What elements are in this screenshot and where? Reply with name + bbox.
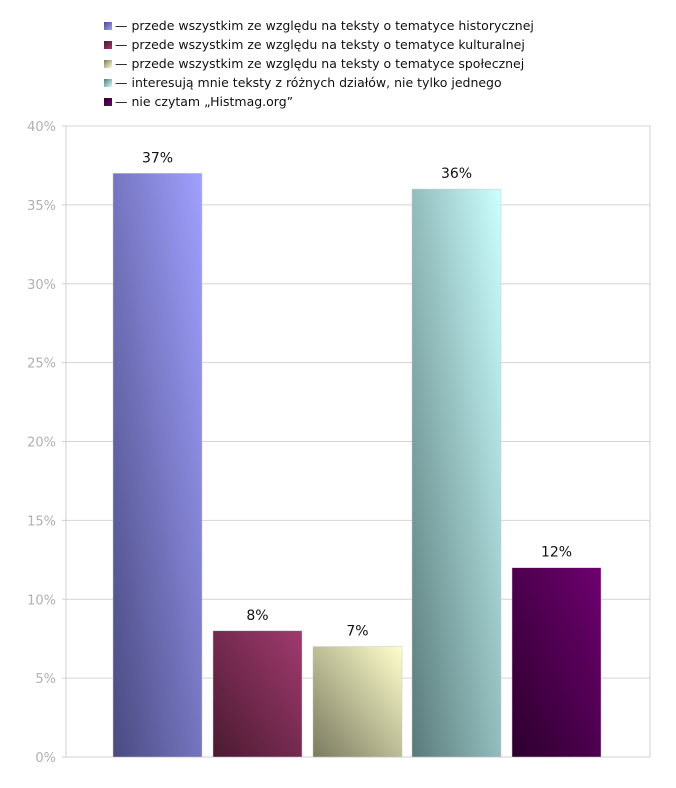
bar [112, 173, 203, 758]
bar [411, 188, 502, 758]
legend-swatch [104, 21, 112, 30]
legend-label: — przede wszystkim ze względu na teksty … [115, 56, 525, 71]
legend-swatch [104, 78, 112, 87]
y-tick-label: 20% [27, 436, 56, 451]
legend-item: — przede wszystkim ze względu na teksty … [104, 54, 534, 73]
bar [511, 567, 602, 758]
legend-item: — przede wszystkim ze względu na teksty … [104, 35, 534, 54]
y-tick-label: 40% [27, 120, 56, 135]
data-label: 36% [441, 166, 472, 182]
legend-label: — nie czytam „Histmag.org” [115, 94, 294, 109]
y-tick-label: 5% [35, 672, 56, 687]
legend-item: — nie czytam „Histmag.org” [104, 92, 534, 111]
legend-swatch [104, 40, 112, 49]
legend-swatch [104, 59, 112, 68]
y-tick-label: 30% [27, 278, 56, 293]
legend-label: — interesują mnie teksty z różnych dział… [115, 75, 502, 90]
data-label: 7% [346, 624, 368, 640]
data-label: 37% [142, 150, 173, 166]
y-tick-label: 35% [27, 199, 56, 214]
data-label: 8% [246, 608, 268, 624]
y-tick-label: 0% [35, 751, 56, 766]
legend-swatch [104, 97, 112, 106]
legend-item: — przede wszystkim ze względu na teksty … [104, 16, 534, 35]
legend-label: — przede wszystkim ze względu na teksty … [115, 18, 534, 33]
y-tick-label: 25% [27, 357, 56, 372]
data-label: 12% [541, 545, 572, 561]
bar [212, 630, 303, 758]
y-tick-label: 15% [27, 514, 56, 529]
y-tick-label: 10% [27, 593, 56, 608]
legend: — przede wszystkim ze względu na teksty … [104, 16, 534, 111]
bar [312, 646, 403, 758]
legend-label: — przede wszystkim ze względu na teksty … [115, 37, 525, 52]
legend-item: — interesują mnie teksty z różnych dział… [104, 73, 534, 92]
